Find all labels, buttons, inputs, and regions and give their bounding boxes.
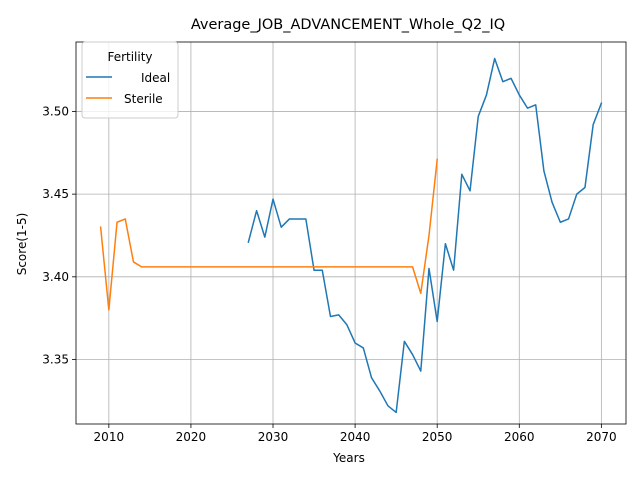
x-tick-label: 2020 (176, 430, 207, 444)
legend: Fertility Ideal Sterile (81, 41, 179, 119)
x-tick-label: 2070 (586, 430, 617, 444)
x-tick-label: 2010 (94, 430, 125, 444)
y-tick-label: 3.40 (42, 270, 69, 284)
legend-label-ideal: Ideal (141, 71, 170, 85)
x-tick-label: 2040 (340, 430, 371, 444)
series-layer (99, 57, 603, 414)
y-tick-label: 3.50 (42, 104, 69, 118)
y-axis-label: Score(1-5) (15, 213, 29, 276)
y-tick-label: 3.35 (42, 353, 69, 367)
chart-title: Average_JOB_ADVANCEMENT_Whole_Q2_IQ (191, 17, 505, 33)
x-tick-label: 2060 (504, 430, 535, 444)
legend-title: Fertility (107, 50, 152, 64)
series-line-ideal (247, 57, 603, 414)
legend-label-sterile: Sterile (124, 92, 163, 106)
x-axis: 2010 2020 2030 2040 2050 2060 2070 (94, 424, 617, 444)
grid (76, 42, 626, 424)
y-axis: 3.35 3.40 3.45 3.50 (42, 104, 76, 367)
y-tick-label: 3.45 (42, 187, 69, 201)
x-tick-label: 2030 (258, 430, 289, 444)
x-axis-label: Years (332, 451, 365, 465)
plot-frame (75, 41, 627, 425)
x-tick-label: 2050 (422, 430, 453, 444)
series-line-sterile (99, 158, 439, 311)
legend-box (81, 41, 179, 119)
